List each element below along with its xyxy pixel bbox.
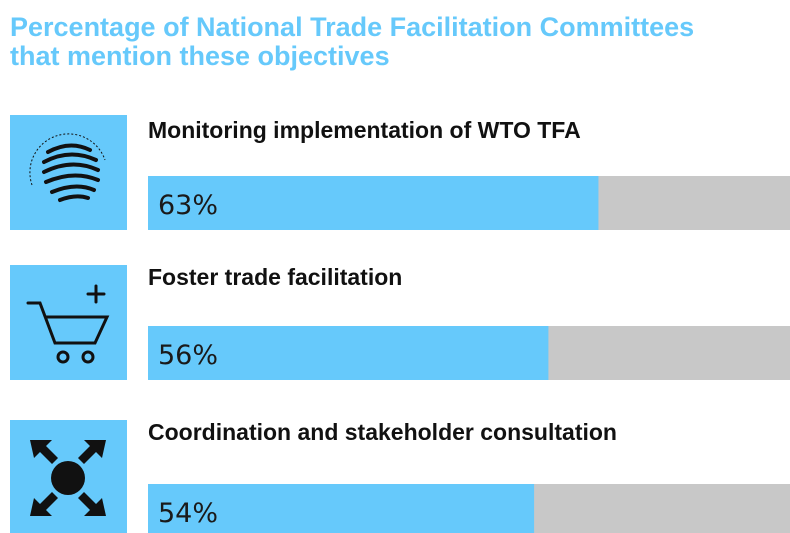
bar: [148, 326, 549, 380]
category-label: Coordination and stakeholder consultatio…: [148, 419, 617, 445]
value-label: 56%: [158, 340, 218, 371]
category-label: Monitoring implementation of WTO TFA: [148, 117, 581, 143]
chart-title: Percentage of National Trade Facilitatio…: [10, 12, 694, 71]
icon-coordination: [10, 420, 127, 533]
icon-cart: [10, 265, 127, 380]
category-label: Foster trade facilitation: [148, 264, 402, 290]
bar: [148, 176, 599, 230]
icon-wto: [10, 115, 127, 230]
value-label: 54%: [158, 498, 218, 529]
value-label: 63%: [158, 190, 218, 221]
bar: [148, 484, 535, 533]
